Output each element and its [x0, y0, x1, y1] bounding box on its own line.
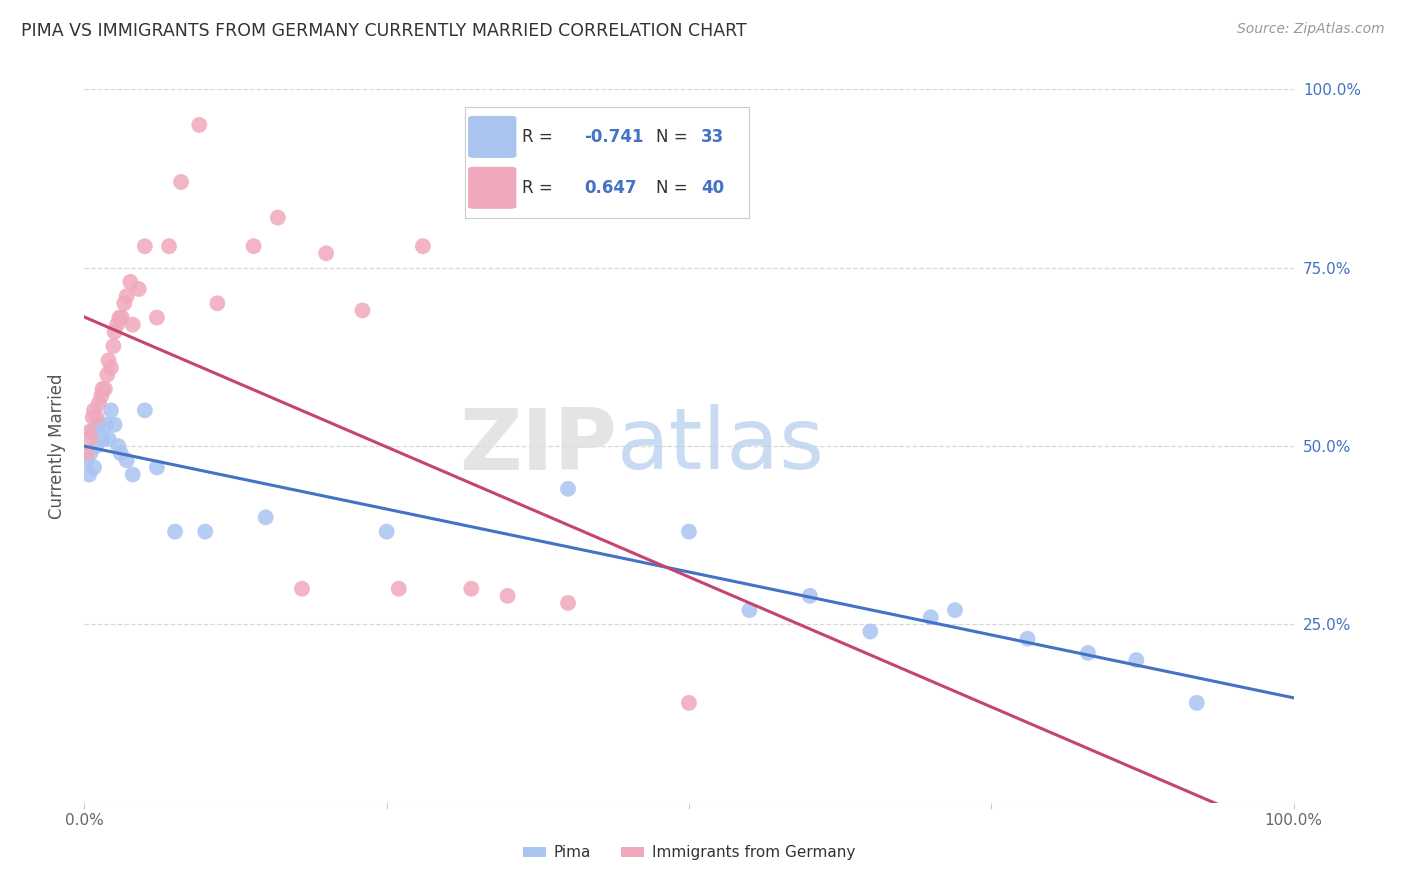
Text: PIMA VS IMMIGRANTS FROM GERMANY CURRENTLY MARRIED CORRELATION CHART: PIMA VS IMMIGRANTS FROM GERMANY CURRENTL…: [21, 22, 747, 40]
Point: [1125, 653, 1147, 667]
Point: [83, 403, 105, 417]
Point: [94, 382, 117, 396]
Point: [242, 239, 264, 253]
Point: [146, 310, 169, 325]
Point: [352, 303, 374, 318]
Point: [103, 339, 125, 353]
Point: [678, 696, 700, 710]
Point: [111, 310, 134, 325]
Text: Source: ZipAtlas.com: Source: ZipAtlas.com: [1237, 22, 1385, 37]
Point: [496, 589, 519, 603]
Point: [104, 417, 127, 432]
Point: [97, 432, 120, 446]
Point: [100, 360, 122, 375]
Point: [170, 175, 193, 189]
Point: [146, 460, 169, 475]
Point: [82, 410, 104, 425]
Point: [82, 425, 104, 439]
Point: [557, 596, 579, 610]
Point: [291, 582, 314, 596]
Point: [104, 325, 127, 339]
Point: [375, 524, 398, 539]
Point: [76, 453, 98, 467]
Point: [87, 396, 110, 410]
Point: [207, 296, 229, 310]
Point: [77, 425, 100, 439]
Point: [110, 446, 132, 460]
Point: [859, 624, 882, 639]
Point: [90, 389, 112, 403]
Point: [943, 603, 966, 617]
Point: [86, 439, 108, 453]
Point: [79, 432, 101, 446]
Point: [121, 318, 143, 332]
Point: [121, 467, 143, 482]
Point: [96, 368, 118, 382]
Point: [188, 118, 211, 132]
Y-axis label: Currently Married: Currently Married: [48, 373, 66, 519]
Point: [112, 296, 135, 310]
Point: [254, 510, 277, 524]
Point: [115, 289, 138, 303]
Point: [412, 239, 434, 253]
Point: [165, 524, 187, 539]
Point: [128, 282, 150, 296]
Point: [194, 524, 217, 539]
Point: [134, 403, 156, 417]
Point: [267, 211, 290, 225]
Legend: Pima, Immigrants from Germany: Pima, Immigrants from Germany: [516, 839, 862, 866]
Text: ZIP: ZIP: [458, 404, 616, 488]
Point: [97, 353, 120, 368]
Point: [388, 582, 411, 596]
Point: [315, 246, 337, 260]
Point: [87, 417, 110, 432]
Point: [77, 467, 100, 482]
Point: [108, 310, 131, 325]
Point: [557, 482, 579, 496]
Point: [105, 318, 128, 332]
Point: [799, 589, 821, 603]
Point: [920, 610, 942, 624]
Point: [1185, 696, 1208, 710]
Point: [91, 382, 114, 396]
Point: [1017, 632, 1039, 646]
Text: atlas: atlas: [616, 404, 824, 488]
Point: [738, 603, 761, 617]
Point: [107, 439, 129, 453]
Point: [460, 582, 482, 596]
Point: [120, 275, 142, 289]
Point: [1077, 646, 1099, 660]
Point: [94, 417, 117, 432]
Point: [134, 239, 156, 253]
Point: [678, 524, 700, 539]
Point: [76, 446, 98, 460]
Point: [115, 453, 138, 467]
Point: [157, 239, 180, 253]
Point: [100, 403, 122, 417]
Point: [86, 410, 108, 425]
Point: [79, 446, 101, 460]
Point: [91, 432, 114, 446]
Point: [83, 460, 105, 475]
